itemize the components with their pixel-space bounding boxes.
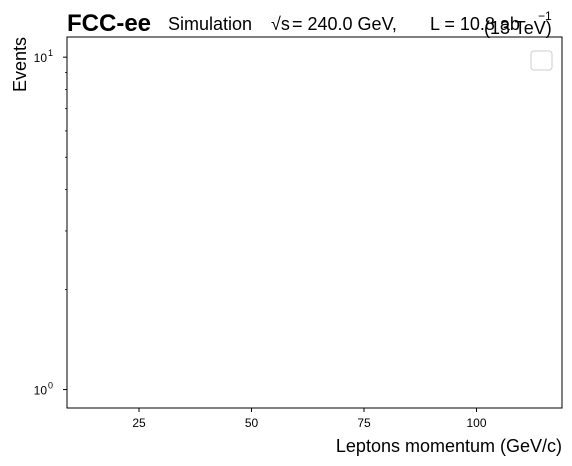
- y-tick-exponent: 0: [48, 381, 53, 391]
- header-label: Simulation: [168, 14, 252, 34]
- x-ticks: 25 50 75 100: [132, 408, 487, 430]
- overlay-text: (13 TeV): [484, 18, 552, 38]
- lumi-text: L = 10.8 ab: [430, 14, 520, 34]
- lumi-exponent: −1: [538, 9, 552, 23]
- y-tick-exponent: 1: [48, 48, 53, 58]
- x-tick-label: 50: [245, 416, 259, 430]
- sqrt-s-symbol: √s: [271, 14, 290, 34]
- x-axis-label: Leptons momentum (GeV/c): [336, 436, 562, 456]
- x-tick-label: 100: [466, 416, 486, 430]
- y-tick-label: 10: [34, 51, 48, 65]
- energy-text: = 240.0 GeV,: [292, 14, 397, 34]
- x-tick-label: 75: [357, 416, 371, 430]
- legend-box: [530, 50, 553, 71]
- x-tick-label: 25: [132, 416, 146, 430]
- plot-area: [66, 36, 563, 409]
- y-axis-label: Events: [10, 37, 30, 92]
- y-tick-label: 10: [34, 384, 48, 398]
- experiment-title: FCC-ee: [67, 10, 151, 37]
